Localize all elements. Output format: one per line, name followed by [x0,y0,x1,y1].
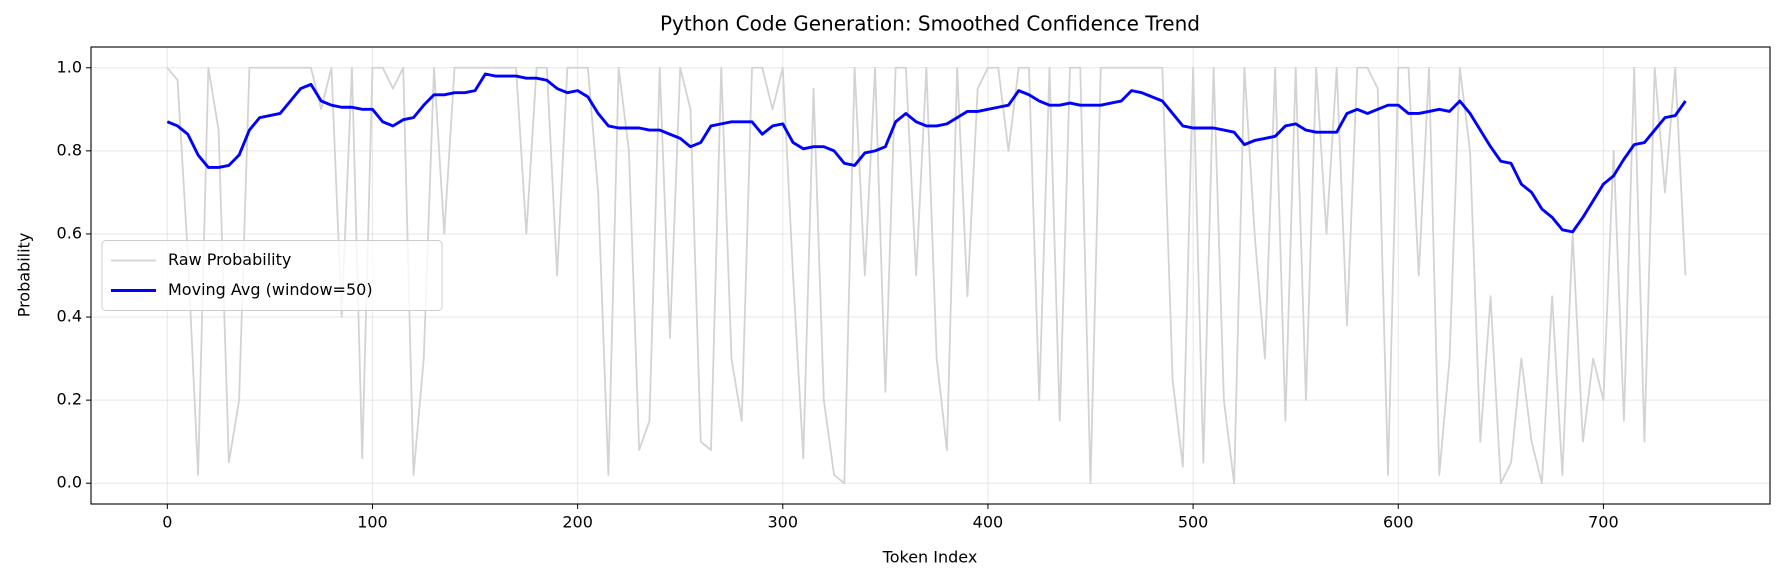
x-tick-label: 600 [1383,513,1414,532]
legend-box [101,240,443,311]
x-tick-label: 400 [973,513,1004,532]
y-tick-label: 1.0 [57,57,82,76]
y-tick-label: 0.6 [57,223,82,242]
x-tick-label: 200 [562,513,593,532]
legend-label: Raw Probability [168,250,291,269]
y-tick-label: 0.8 [57,140,82,159]
legend-label: Moving Avg (window=50) [168,280,373,299]
series-line [166,72,1687,234]
y-axis-label: Probability [15,233,34,318]
x-tick-label: 500 [1178,513,1209,532]
y-tick-label: 0.4 [57,307,82,326]
series-line [166,66,1687,485]
legend: Raw Probability Moving Avg (window=50) [101,240,443,311]
y-tick-label: 0.2 [57,390,82,409]
axes-frame [90,46,1771,505]
x-tick-label: 0 [162,513,172,532]
chart-title: Python Code Generation: Smoothed Confide… [660,12,1200,36]
y-tick-label: 0.0 [57,473,82,492]
x-tick-label: 300 [768,513,799,532]
x-tick-label: 100 [357,513,388,532]
x-axis-label: Token Index [882,548,978,567]
x-tick-label: 700 [1588,513,1619,532]
